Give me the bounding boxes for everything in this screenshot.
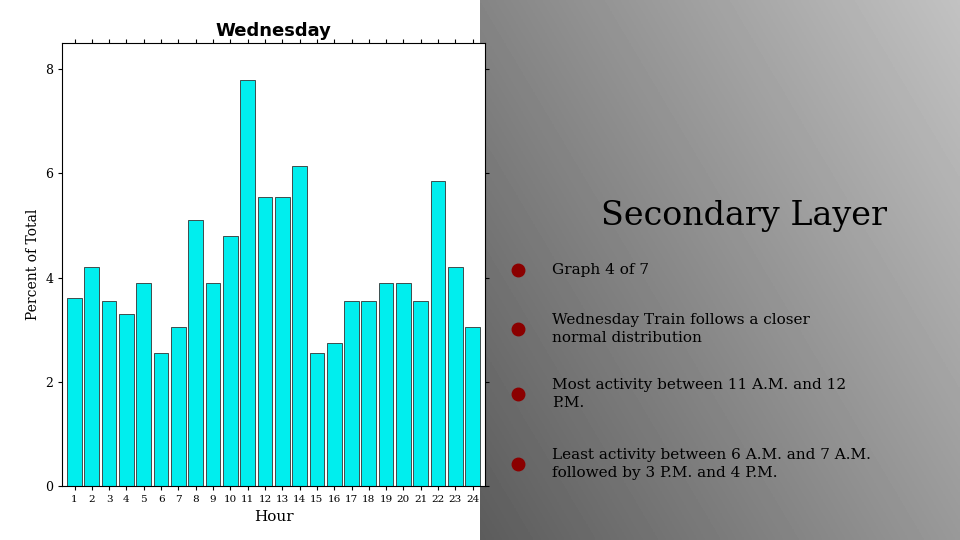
Y-axis label: Percent of Total: Percent of Total — [26, 209, 39, 320]
Bar — [362, 301, 376, 486]
Bar — [119, 314, 133, 486]
Text: Least activity between 6 A.M. and 7 A.M.
followed by 3 P.M. and 4 P.M.: Least activity between 6 A.M. and 7 A.M.… — [552, 449, 871, 480]
Title: Wednesday: Wednesday — [216, 22, 331, 40]
Bar — [171, 327, 185, 486]
Text: Most activity between 11 A.M. and 12
P.M.: Most activity between 11 A.M. and 12 P.M… — [552, 379, 846, 410]
Bar — [205, 283, 221, 486]
Bar — [84, 267, 99, 486]
Text: Secondary Layer: Secondary Layer — [601, 200, 887, 232]
Bar — [275, 197, 290, 486]
Bar — [309, 353, 324, 486]
Bar — [240, 80, 255, 486]
Bar — [102, 301, 116, 486]
Text: Graph 4 of 7: Graph 4 of 7 — [552, 263, 649, 277]
Text: Wednesday Train follows a closer
normal distribution: Wednesday Train follows a closer normal … — [552, 314, 810, 345]
Bar — [188, 220, 204, 486]
Bar — [448, 267, 463, 486]
Bar — [223, 236, 238, 486]
Bar — [136, 283, 151, 486]
Bar — [466, 327, 480, 486]
Bar — [414, 301, 428, 486]
X-axis label: Hour: Hour — [253, 510, 294, 524]
Bar — [396, 283, 411, 486]
Bar — [431, 181, 445, 486]
Bar — [154, 353, 168, 486]
Bar — [344, 301, 359, 486]
Bar — [257, 197, 273, 486]
Bar — [326, 343, 342, 486]
Bar — [67, 299, 82, 486]
Bar — [379, 283, 394, 486]
Bar — [292, 166, 307, 486]
